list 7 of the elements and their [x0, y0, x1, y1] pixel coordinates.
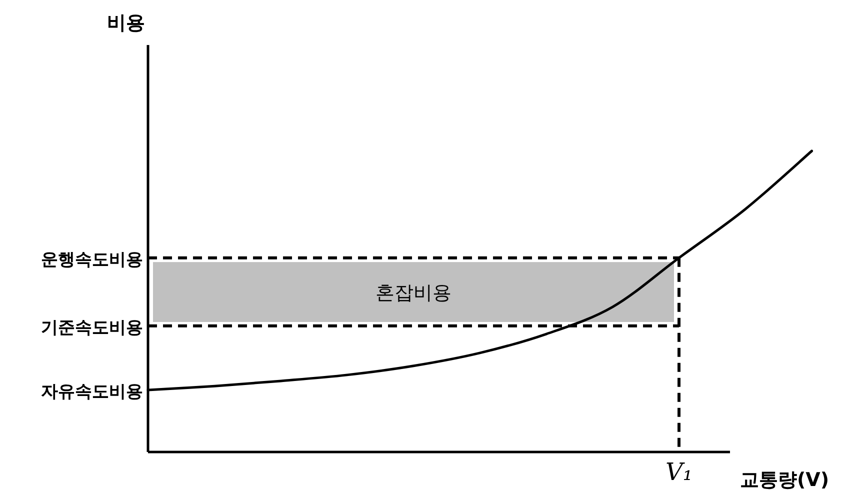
- ref-line-label: 운행속도비용: [41, 250, 143, 270]
- x-axis-title: 교통량(V): [740, 469, 830, 491]
- text: 비용: [107, 12, 145, 34]
- annotation: 자유속도비용: [41, 382, 143, 402]
- band-label: 혼잡비용: [376, 282, 452, 304]
- ref-line-label: 기준속도비용: [41, 318, 143, 338]
- text: V₁: [666, 458, 692, 486]
